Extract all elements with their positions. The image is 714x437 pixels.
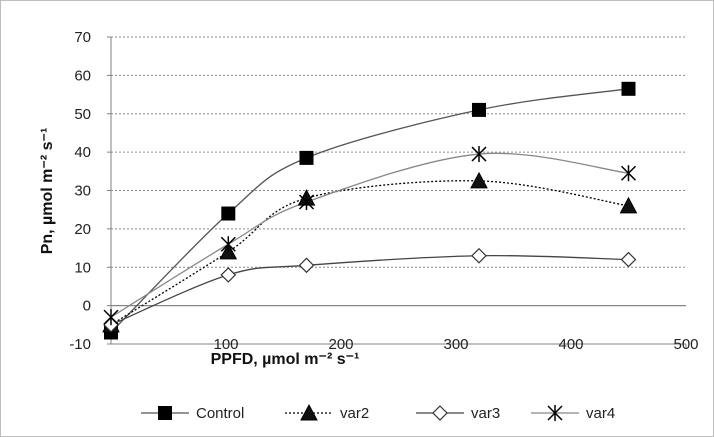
legend-marker-control	[158, 406, 172, 420]
series-line-var4	[110, 152, 629, 318]
y-tick-label: 50	[74, 106, 91, 123]
legend-item-var4: var4	[531, 405, 615, 422]
data-point-var3	[220, 267, 237, 283]
y-tick-label: 30	[74, 183, 91, 200]
y-axis-title: Pn, µmol m⁻² s⁻¹	[39, 128, 56, 255]
x-tick-label: 400	[558, 336, 583, 353]
x-tick-label: 300	[443, 336, 468, 353]
series-lines	[110, 88, 629, 333]
series-line-var2	[110, 180, 629, 326]
data-point-control	[221, 206, 236, 221]
legend-label-var2: var2	[340, 405, 369, 422]
x-tick-label: 500	[673, 336, 698, 353]
y-tick-label: 0	[83, 298, 91, 315]
legend-item-var2: var2	[285, 403, 369, 422]
legend-item-var3: var3	[416, 405, 500, 422]
data-point-var4	[620, 165, 637, 182]
tick-labels: -10 0 10 20 30 40 50 60 70 100 200 300 400 500	[69, 29, 698, 353]
x-axis-title: PPFD, µmol m⁻² s⁻¹	[211, 351, 360, 368]
data-point-var4	[220, 236, 236, 253]
data-point-var2	[470, 171, 488, 189]
data-point-var3	[471, 247, 487, 264]
y-tick-label: 40	[74, 144, 91, 161]
y-tick-label: 10	[74, 259, 91, 276]
x-tick-label: 100	[213, 336, 238, 353]
legend-label-var4: var4	[586, 405, 615, 422]
data-point-control	[621, 81, 636, 96]
x-tick-label: 200	[328, 336, 353, 353]
legend-marker-var4	[547, 405, 563, 421]
data-point-var4	[298, 194, 315, 211]
data-point-control	[472, 102, 486, 117]
data-point-var4	[103, 309, 119, 326]
y-tick-label: -10	[69, 336, 91, 353]
legend: Control var2 var3 var4	[141, 403, 615, 422]
y-tick-label: 70	[74, 29, 91, 46]
data-point-var4	[471, 146, 487, 163]
data-point-var3	[620, 251, 637, 268]
y-tick-label: 20	[74, 221, 91, 238]
legend-label-var3: var3	[471, 405, 500, 422]
series-markers	[102, 81, 638, 340]
series-line-var3	[110, 254, 629, 326]
legend-marker-var3	[432, 405, 448, 421]
legend-marker-var2	[300, 403, 318, 421]
axes	[110, 37, 687, 349]
legend-label-control: Control	[196, 405, 244, 422]
series-line-control	[110, 88, 629, 333]
data-point-var3	[298, 257, 315, 274]
data-point-var2	[619, 196, 638, 214]
data-point-control	[299, 150, 314, 165]
y-tick-label: 60	[74, 67, 91, 84]
legend-item-control: Control	[141, 405, 244, 422]
